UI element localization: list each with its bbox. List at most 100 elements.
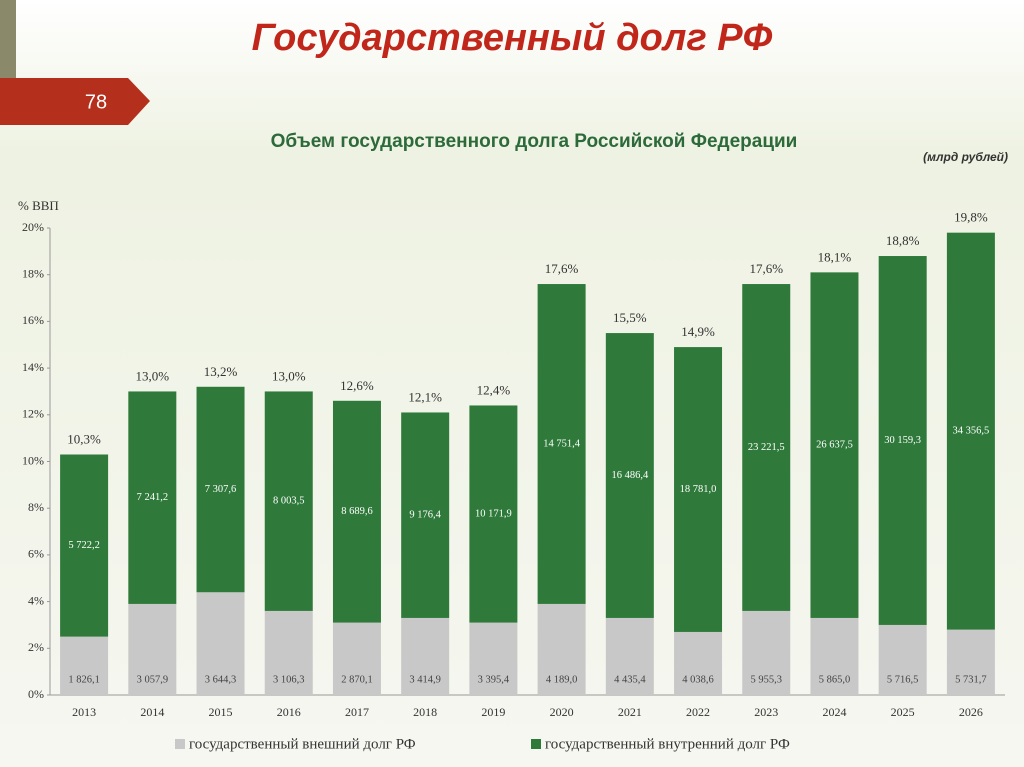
amount-label: 1 826,1 (68, 674, 100, 685)
bar-segment (878, 256, 927, 625)
slide-number: 78 (85, 91, 107, 113)
y-tick-label: 12% (22, 407, 44, 421)
x-tick-label: 2014 (140, 705, 164, 719)
x-tick-label: 2026 (959, 705, 983, 719)
amount-label: 2 870,1 (341, 674, 373, 685)
bar-segment (60, 636, 109, 695)
amount-label: 7 241,2 (137, 492, 169, 503)
amount-label: 3 106,3 (273, 674, 305, 685)
amount-label: 3 644,3 (205, 674, 237, 685)
total-label: 17,6% (545, 261, 579, 276)
amount-label: 5 716,5 (887, 674, 919, 685)
total-label: 13,2% (204, 364, 238, 379)
x-tick-label: 2025 (891, 705, 915, 719)
amount-label: 4 435,4 (614, 674, 646, 685)
x-tick-label: 2023 (754, 705, 778, 719)
bar-segment (742, 284, 791, 611)
y-axis-label: % ВВП (18, 198, 59, 213)
bar-segment (196, 592, 245, 695)
bar-segment (264, 391, 313, 611)
x-tick-label: 2020 (550, 705, 574, 719)
y-tick-label: 10% (22, 453, 44, 467)
bar-segment (810, 617, 859, 695)
bar-segment (537, 603, 586, 695)
bar-segment (128, 603, 177, 695)
y-tick-label: 20% (22, 220, 44, 234)
amount-label: 9 176,4 (409, 510, 441, 521)
slide-title: Государственный долг РФ (252, 17, 773, 59)
total-label: 17,6% (749, 261, 783, 276)
total-label: 14,9% (681, 324, 715, 339)
bar-segment (946, 629, 995, 695)
bar-segment (332, 400, 381, 623)
bar-segment (810, 272, 859, 618)
amount-label: 23 221,5 (748, 442, 785, 453)
amount-label: 34 356,5 (953, 426, 990, 437)
total-label: 15,5% (613, 310, 647, 325)
y-tick-label: 8% (28, 500, 44, 514)
x-tick-label: 2018 (413, 705, 437, 719)
unit-note: (млрд рублей) (923, 150, 1008, 164)
x-tick-label: 2015 (209, 705, 233, 719)
bar-segment (878, 624, 927, 695)
amount-label: 8 689,6 (341, 506, 373, 517)
x-tick-label: 2017 (345, 705, 369, 719)
x-tick-label: 2022 (686, 705, 710, 719)
bar-segment (674, 347, 723, 632)
bar-segment (196, 386, 245, 593)
amount-label: 5 865,0 (819, 674, 851, 685)
bar-segment (742, 610, 791, 695)
total-label: 18,1% (818, 249, 852, 264)
total-label: 12,4% (477, 382, 511, 397)
bar-segment (60, 454, 109, 637)
total-label: 13,0% (136, 368, 170, 383)
bar-segment (946, 232, 995, 630)
amount-label: 3 057,9 (137, 674, 169, 685)
chart-title: Объем государственного долга Российской … (271, 131, 798, 152)
x-tick-label: 2019 (481, 705, 505, 719)
bar-segment (469, 622, 518, 695)
y-tick-label: 0% (28, 687, 44, 701)
amount-label: 30 159,3 (884, 435, 921, 446)
total-label: 19,8% (954, 210, 988, 225)
bar-segment (264, 610, 313, 695)
bar-segment (469, 405, 518, 623)
x-tick-label: 2013 (72, 705, 96, 719)
amount-label: 16 486,4 (611, 470, 649, 481)
amount-label: 18 781,0 (680, 484, 717, 495)
y-tick-label: 4% (28, 593, 44, 607)
bar-segment (128, 391, 177, 604)
legend-label: государственный внешний долг РФ (189, 736, 416, 752)
y-tick-label: 14% (22, 360, 44, 374)
y-tick-label: 18% (22, 266, 44, 280)
y-tick-label: 2% (28, 640, 44, 654)
side-strip (0, 0, 16, 80)
y-tick-label: 16% (22, 313, 44, 327)
amount-label: 4 189,0 (546, 674, 578, 685)
total-label: 10,3% (67, 431, 101, 446)
bar-segment (401, 617, 450, 695)
bar-segment (332, 622, 381, 695)
amount-label: 8 003,5 (273, 496, 305, 507)
amount-label: 5 955,3 (751, 674, 783, 685)
amount-label: 14 751,4 (543, 438, 581, 449)
legend-label: государственный внутренний долг РФ (545, 736, 790, 752)
y-tick-label: 6% (28, 547, 44, 561)
number-badge (0, 78, 150, 125)
x-tick-label: 2016 (277, 705, 301, 719)
total-label: 12,1% (408, 389, 442, 404)
bar-segment (605, 617, 654, 695)
total-label: 12,6% (340, 378, 374, 393)
bar-segment (674, 631, 723, 695)
bar-segment (401, 412, 450, 618)
amount-label: 5 722,2 (68, 540, 100, 551)
x-tick-label: 2024 (822, 705, 846, 719)
amount-label: 3 395,4 (478, 674, 510, 685)
x-tick-label: 2021 (618, 705, 642, 719)
legend-swatch (175, 739, 185, 749)
total-label: 13,0% (272, 368, 306, 383)
amount-label: 10 171,9 (475, 508, 512, 519)
legend-swatch (531, 739, 541, 749)
bar-segment (537, 284, 586, 604)
